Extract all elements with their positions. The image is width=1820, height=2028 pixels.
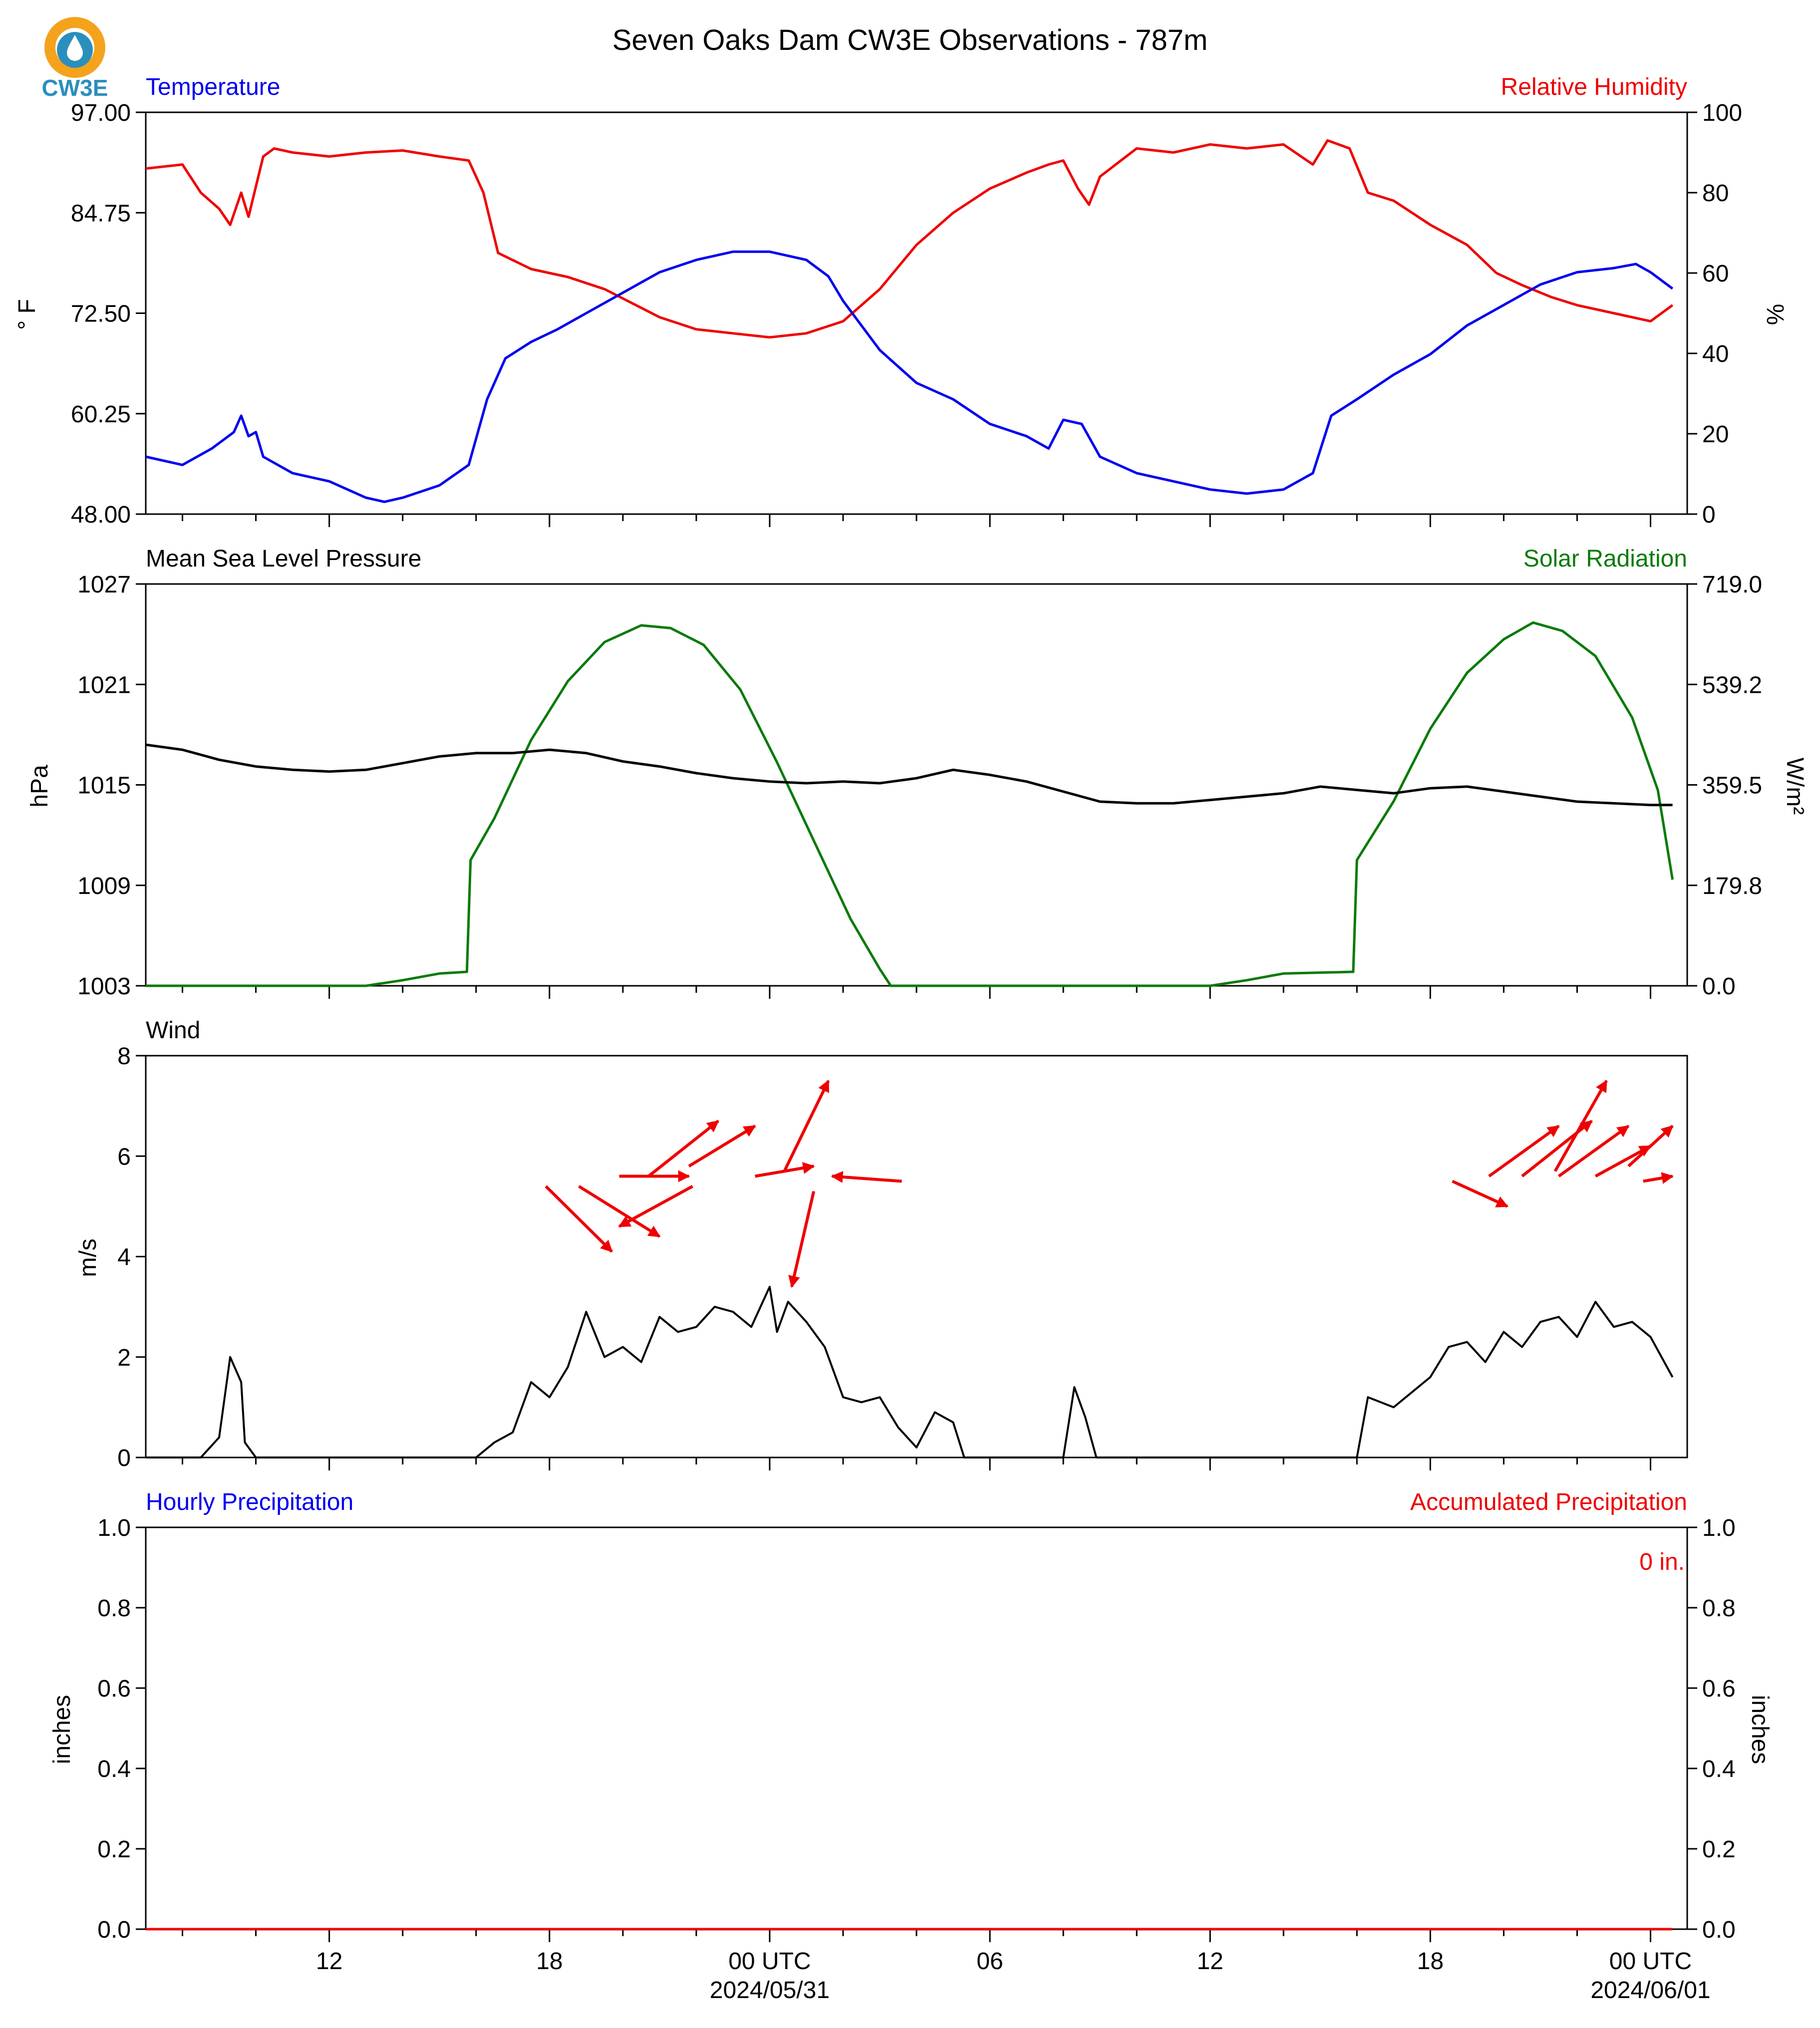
- y-tick-label-right: 0.2: [1702, 1836, 1736, 1863]
- plot-frame: [145, 1055, 1688, 1458]
- pressure-title: Mean Sea Level Pressure: [146, 546, 421, 572]
- precipitation-panel: Hourly Precipitation Accumulated Precipi…: [49, 1489, 1773, 2004]
- wind-direction-arrow: [831, 1171, 902, 1183]
- y-tick-label-right: 359.5: [1702, 773, 1762, 799]
- y-tick-label-left: 4: [117, 1244, 131, 1271]
- cw3e-logo: CW3E: [42, 17, 108, 101]
- y-tick-label-right: 80: [1702, 180, 1729, 207]
- wind-direction-arrow: [783, 1080, 830, 1172]
- solar-axis-label: W/m²: [1782, 758, 1808, 815]
- temperature-humidity-panel: Temperature Relative Humidity ° F % 48.0…: [14, 74, 1788, 528]
- y-tick-label-left: 60.25: [71, 401, 131, 428]
- x-tick-label: 00 UTC: [728, 1948, 811, 1975]
- y-tick-label-right: 539.2: [1702, 672, 1762, 698]
- pressure-line: [145, 743, 1673, 807]
- wind-direction-arrow: [647, 1120, 719, 1177]
- accum-precip-title: Accumulated Precipitation: [1410, 1489, 1687, 1515]
- logo-ring-icon: [44, 17, 105, 78]
- y-tick-label-right: 0: [1702, 502, 1716, 528]
- y-tick-label-right: 0.4: [1702, 1756, 1736, 1782]
- y-tick-label-left: 1021: [77, 672, 131, 698]
- y-tick-label-left: 0.4: [97, 1756, 131, 1782]
- plot-frame: [145, 583, 1688, 987]
- wind-direction-arrow: [1452, 1179, 1509, 1208]
- wind-direction-arrow: [1553, 1080, 1608, 1172]
- y-tick-label-left: 8: [117, 1043, 131, 1070]
- y-tick-label-left: 0.6: [97, 1676, 131, 1702]
- wind-direction-arrow: [1521, 1120, 1593, 1177]
- logo-drop-icon: [67, 35, 83, 61]
- temperature-line: [145, 250, 1674, 503]
- y-tick-label-left: 0: [117, 1445, 131, 1471]
- humidity-title: Relative Humidity: [1501, 74, 1687, 100]
- wind-direction-arrow: [1627, 1125, 1674, 1167]
- y-tick-label-left: 6: [117, 1144, 131, 1170]
- logo-text: CW3E: [42, 75, 108, 101]
- humidity-line: [145, 139, 1674, 339]
- wind-speed-line: [146, 1285, 1674, 1458]
- y-tick-label-left: 72.50: [71, 301, 131, 327]
- y-tick-label-right: 100: [1702, 100, 1742, 126]
- y-tick-label-right: 40: [1702, 341, 1729, 367]
- x-tick-label: 18: [536, 1948, 563, 1975]
- y-tick-label-left: 84.75: [71, 200, 131, 227]
- humidity-axis-label: %: [1762, 304, 1788, 325]
- y-tick-label-left: 1015: [77, 773, 131, 799]
- wind-direction-arrow: [1488, 1125, 1560, 1177]
- wind-direction-arrow: [618, 1184, 693, 1228]
- x-tick-label: 12: [1197, 1948, 1223, 1975]
- precip-axis-label-left: inches: [49, 1695, 75, 1764]
- wind-direction-arrow: [788, 1191, 816, 1288]
- y-tick-label-right: 0.8: [1702, 1595, 1736, 1622]
- wind-direction-arrow: [1557, 1125, 1630, 1177]
- y-tick-label-left: 48.00: [71, 502, 131, 528]
- y-tick-label-right: 0.0: [1702, 1917, 1736, 1943]
- y-tick-label-right: 0.6: [1702, 1676, 1736, 1702]
- temperature-title: Temperature: [146, 74, 280, 100]
- wind-panel: Wind m/s 0 2 4 6 8: [75, 1017, 1688, 1471]
- solar-title: Solar Radiation: [1523, 546, 1687, 572]
- y-tick-label-right: 179.8: [1702, 873, 1762, 899]
- x-tick-label: 18: [1417, 1948, 1444, 1975]
- precip-axis-label-right: inches: [1747, 1695, 1773, 1764]
- wind-axis-label: m/s: [75, 1238, 101, 1277]
- y-tick-label-left: 0.8: [97, 1595, 131, 1622]
- x-tick-date-label: 2024/05/31: [710, 1977, 830, 2004]
- wind-direction-arrow: [688, 1125, 756, 1167]
- plot-frame: [145, 1526, 1688, 1930]
- figure-title: Seven Oaks Dam CW3E Observations - 787m: [612, 24, 1208, 56]
- y-tick-label-right: 20: [1702, 421, 1729, 448]
- y-tick-label-right: 719.0: [1702, 572, 1762, 598]
- wind-direction-arrow: [1594, 1145, 1652, 1178]
- y-tick-label-left: 1027: [77, 572, 131, 598]
- y-tick-label-left: 0.2: [97, 1836, 131, 1863]
- y-tick-label-right: 60: [1702, 261, 1729, 287]
- x-tick-label: 06: [976, 1948, 1003, 1975]
- y-tick-label-left: 1009: [77, 873, 131, 899]
- pressure-axis-label: hPa: [26, 765, 53, 808]
- solar-radiation-line: [146, 621, 1674, 987]
- plot-frame: [145, 111, 1688, 515]
- wind-title: Wind: [146, 1017, 200, 1044]
- y-tick-label-left: 1003: [77, 973, 131, 1000]
- x-tick-date-label: 2024/06/01: [1590, 1977, 1710, 2004]
- y-tick-label-left: 1.0: [97, 1515, 131, 1541]
- temperature-axis-label: ° F: [14, 299, 40, 330]
- wind-direction-arrow: [1643, 1172, 1674, 1184]
- accumulated-total-label: 0 in.: [1639, 1549, 1685, 1575]
- pressure-solar-panel: Mean Sea Level Pressure Solar Radiation …: [26, 546, 1808, 1000]
- wind-direction-arrow: [578, 1185, 661, 1238]
- hourly-precip-title: Hourly Precipitation: [146, 1489, 353, 1515]
- y-tick-label-right: 1.0: [1702, 1515, 1736, 1541]
- x-tick-label: 12: [316, 1948, 342, 1975]
- x-tick-label: 00 UTC: [1609, 1948, 1692, 1975]
- y-tick-label-left: 97.00: [71, 100, 131, 126]
- y-tick-label-right: 0.0: [1702, 973, 1736, 1000]
- y-tick-label-left: 0.0: [97, 1917, 131, 1943]
- wind-direction-arrow: [545, 1185, 613, 1253]
- wind-direction-arrow: [754, 1162, 815, 1178]
- y-tick-label-left: 2: [117, 1345, 131, 1371]
